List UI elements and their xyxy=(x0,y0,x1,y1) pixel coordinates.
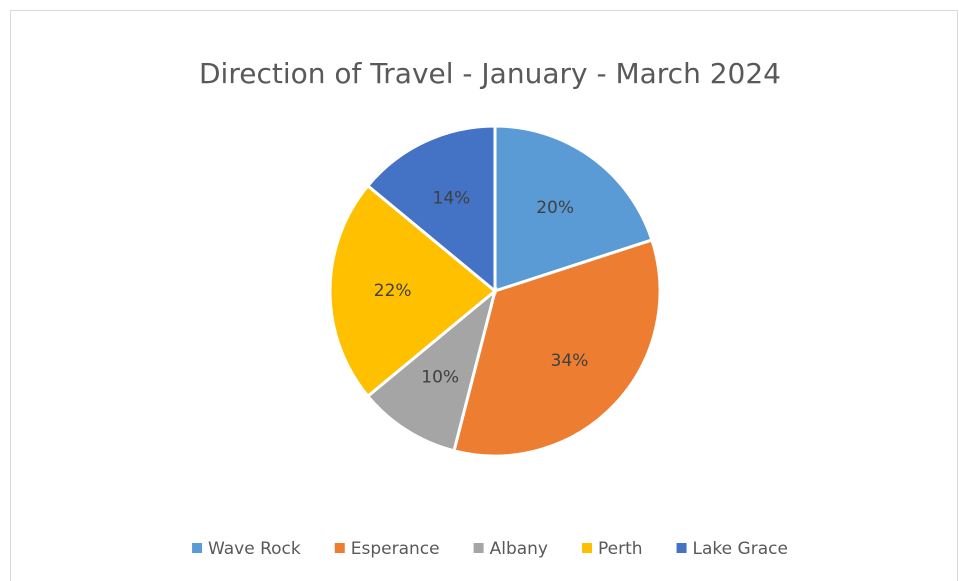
pie-slice xyxy=(493,124,654,294)
legend-label: Wave Rock xyxy=(208,539,301,559)
legend-swatch xyxy=(192,543,203,553)
pie-slice xyxy=(328,183,498,399)
legend-label: Lake Grace xyxy=(693,539,788,559)
legend-label: Esperance xyxy=(351,539,440,559)
chart-title: Direction of Travel - January - March 20… xyxy=(199,57,781,90)
pie-slice xyxy=(365,124,497,295)
legend-swatch xyxy=(334,543,345,553)
legend-swatch xyxy=(473,543,484,553)
data-label: 34% xyxy=(551,351,589,371)
legend-label: Albany xyxy=(490,539,548,559)
legend-swatch xyxy=(676,543,687,553)
pie-slice xyxy=(365,286,498,453)
data-label: 10% xyxy=(421,367,459,387)
legend-label: Perth xyxy=(598,539,643,559)
pie-slice xyxy=(452,238,662,458)
data-label: 22% xyxy=(374,281,412,301)
data-label: 14% xyxy=(433,188,471,208)
data-label: 20% xyxy=(536,198,574,218)
legend-swatch xyxy=(582,543,593,553)
